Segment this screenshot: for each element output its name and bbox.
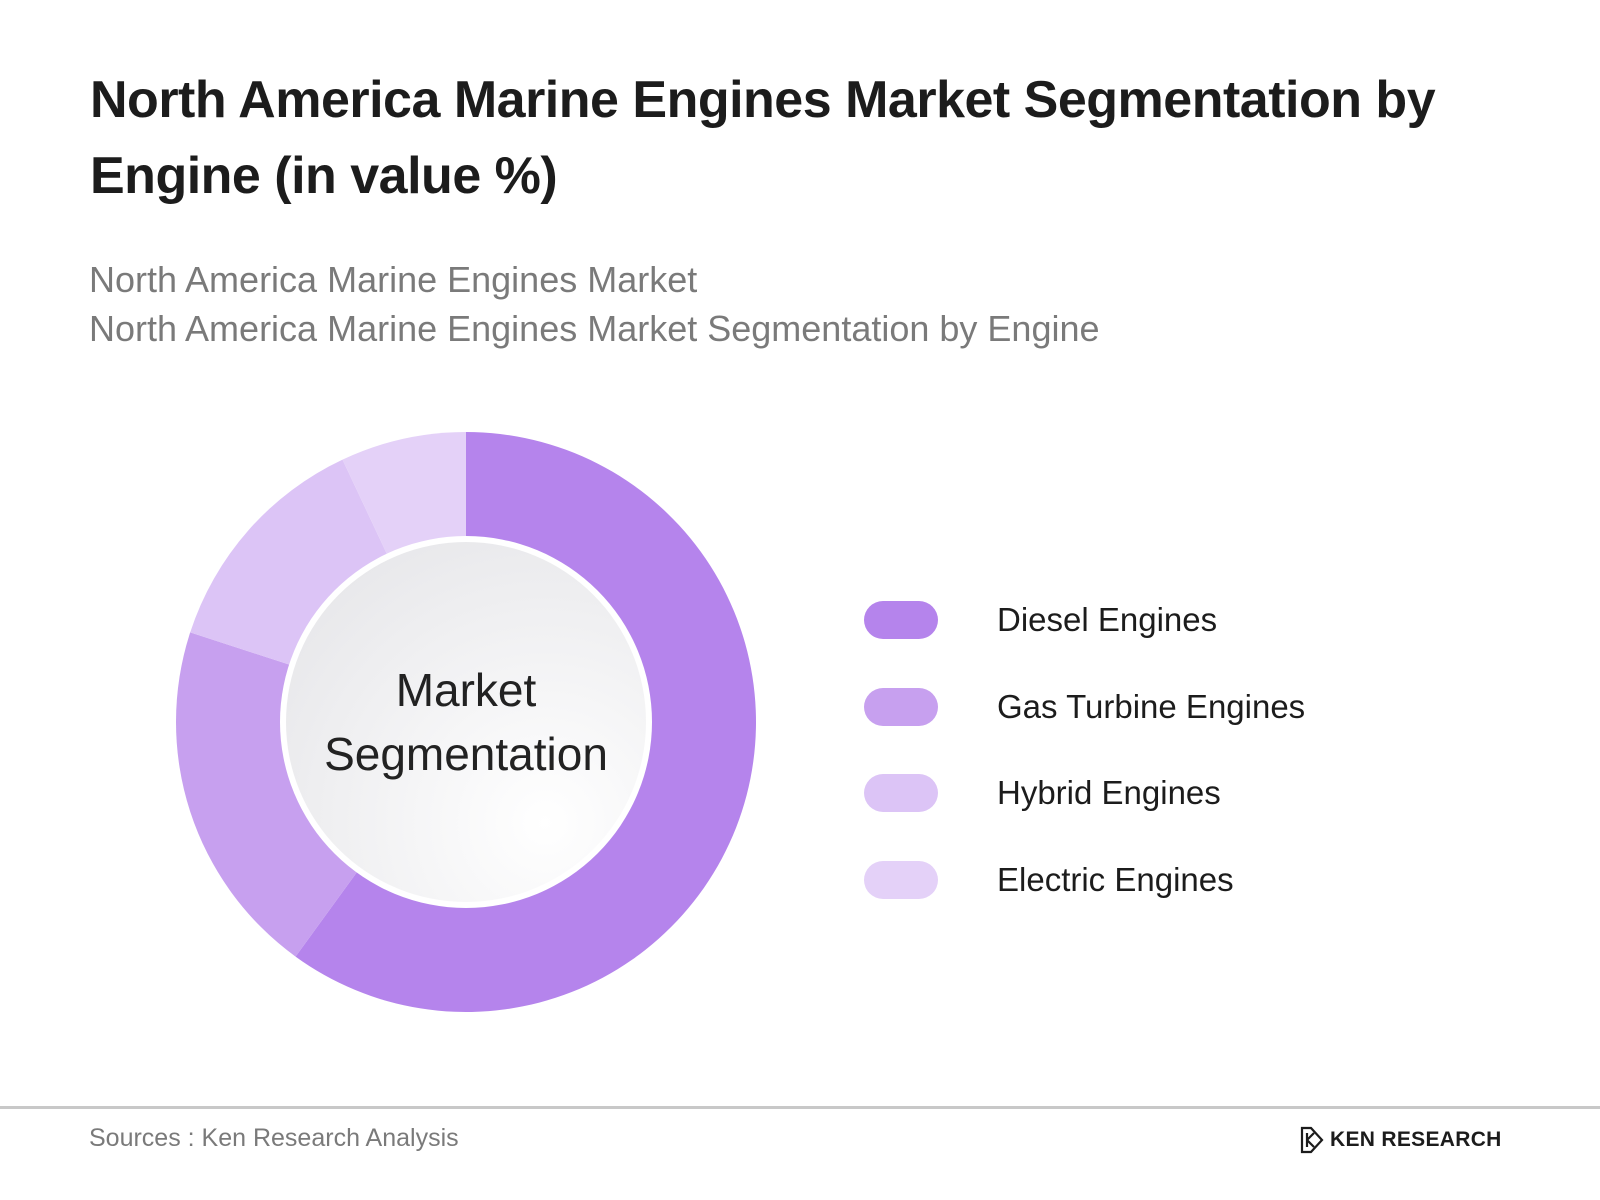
- donut-center-label: Market Segmentation: [324, 658, 608, 786]
- donut-chart: Market Segmentation: [170, 430, 762, 1022]
- legend-label-gas-turbine: Gas Turbine Engines: [997, 687, 1306, 725]
- brand-name: KEN RESEARCH: [1330, 1128, 1502, 1151]
- ken-research-logo-icon: [1300, 1126, 1324, 1154]
- legend-swatch-hybrid: [864, 774, 938, 812]
- footer-divider: [0, 1106, 1600, 1109]
- brand: KEN RESEARCH: [1300, 1124, 1502, 1156]
- center-label-line2: Segmentation: [324, 728, 608, 780]
- legend-swatch-electric: [864, 860, 938, 899]
- chart-subtitle-segmentation: North America Marine Engines Market Segm…: [89, 308, 1100, 349]
- legend-label-electric: Electric Engines: [997, 860, 1234, 898]
- legend-swatch-gas-turbine: [864, 687, 938, 726]
- chart-subtitle-market: North America Marine Engines Market: [89, 259, 698, 300]
- center-label-line1: Market: [395, 664, 537, 716]
- chart-title: North America Marine Engines Market Segm…: [90, 71, 1436, 205]
- source-note: Sources : Ken Research Analysis: [89, 1124, 459, 1152]
- donut-svg: [176, 432, 756, 1012]
- legend-label-hybrid: Hybrid Engines: [997, 774, 1221, 811]
- legend-label-diesel: Diesel Engines: [997, 601, 1218, 638]
- donut-hub: [286, 542, 646, 902]
- legend-swatch-diesel: [864, 601, 938, 639]
